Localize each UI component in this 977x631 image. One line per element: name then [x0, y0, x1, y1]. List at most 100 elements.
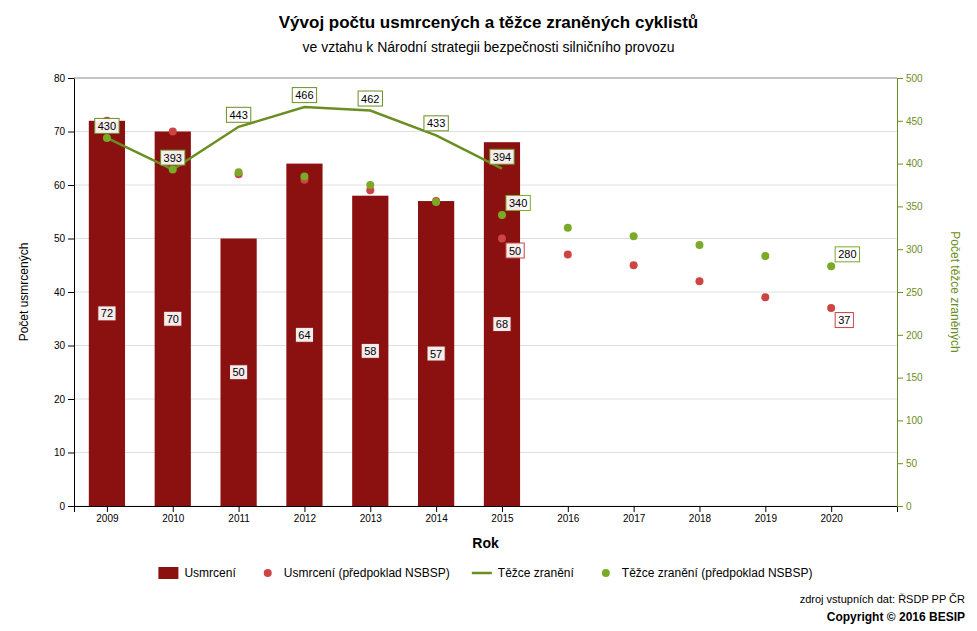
y-axis-tick-label: 30 — [54, 340, 66, 351]
y-axis-tick-label: 20 — [54, 394, 66, 405]
bar-label-box — [493, 317, 511, 332]
y-axis-tick: 50 — [54, 233, 74, 244]
line-label: 443 — [229, 109, 247, 121]
y2-axis-line — [898, 79, 904, 507]
x-axis-tick-label: 2019 — [755, 513, 778, 524]
y-axis: 01020304050607080 — [54, 73, 75, 512]
bar-label-group: 57 — [427, 346, 445, 361]
legend-label: Těžce zranění (předpoklad NSBSP) — [622, 566, 813, 580]
bar-label-group: 68 — [493, 317, 511, 332]
y2-axis-tick: 0 — [897, 501, 912, 512]
point — [498, 235, 506, 243]
y2-axis-tick-mark — [897, 121, 903, 122]
point — [103, 134, 111, 142]
bar-label-group: 50 — [229, 365, 247, 380]
y-axis-line — [68, 79, 75, 507]
bar-label-box — [164, 311, 182, 326]
y2-axis-tick: 200 — [897, 330, 923, 341]
y-axis-tick-mark — [68, 239, 74, 240]
y-axis-tick: 10 — [54, 447, 74, 458]
y-axis-tick-label: 50 — [54, 233, 66, 244]
title: Vývoj počtu usmrcených a těžce zraněných… — [279, 13, 699, 32]
y2-axis-tick: 250 — [897, 287, 923, 298]
y-axis-tick-mark — [68, 346, 74, 347]
y2-axis-tick-mark — [897, 506, 903, 507]
marks — [89, 107, 835, 506]
line-label-group: 462 — [358, 91, 382, 106]
annotation: 50 — [509, 245, 521, 257]
y-axis-title: Počet usmrcených — [17, 243, 31, 342]
bar-label-group: 72 — [98, 306, 116, 321]
legend-item: Těžce zranění (předpoklad NSBSP) — [602, 566, 813, 580]
x-axis: 2009201020112012201320142015201620172018… — [75, 506, 898, 524]
x-axis-tick-mark — [304, 506, 305, 512]
x-axis-tick-mark — [239, 506, 240, 512]
bar — [418, 201, 454, 506]
x-axis-tick-mark — [765, 506, 766, 512]
subtitle: ve vztahu k Národní strategii bezpečnost… — [303, 39, 675, 55]
chart: Vývoj počtu usmrcených a těžce zraněných… — [0, 0, 977, 631]
legend-label: Usmrcení — [184, 566, 236, 580]
legend-swatch — [264, 569, 272, 577]
x-axis-tick-label: 2010 — [162, 513, 185, 524]
bar-label-group: 70 — [164, 311, 182, 326]
y2-axis-tick: 450 — [897, 116, 923, 127]
y-axis-tick: 80 — [54, 73, 74, 84]
y-axis-tick-mark — [68, 132, 74, 133]
line-label-box — [226, 107, 250, 122]
point — [169, 166, 177, 174]
line-label-box — [95, 118, 119, 133]
x-axis-tick: 2018 — [689, 506, 712, 524]
line-label-group: 466 — [292, 88, 316, 103]
x-axis-tick: 2011 — [228, 506, 250, 524]
legend-item: Usmrcení (předpoklad NSBSP) — [264, 566, 450, 580]
y2-axis-tick: 400 — [897, 158, 923, 169]
y2-axis-tick-mark — [897, 206, 903, 207]
x-axis-tick-label: 2017 — [623, 513, 646, 524]
point — [432, 198, 440, 206]
y-axis-tick-mark — [68, 399, 74, 400]
y2-axis-tick-label: 250 — [906, 287, 923, 298]
y2-axis-tick: 300 — [897, 244, 923, 255]
annotation: 37 — [838, 314, 850, 326]
line-label-box — [424, 116, 448, 131]
bar — [286, 164, 322, 506]
y2-axis-tick-mark — [897, 463, 903, 464]
grid-line — [74, 131, 897, 132]
y-axis-tick: 30 — [54, 340, 74, 351]
line-label: 393 — [164, 152, 182, 164]
y2-axis-tick-mark — [897, 249, 903, 250]
y-axis-tick-mark — [68, 506, 74, 507]
line-label: 462 — [361, 93, 379, 105]
y-axis-tick-label: 40 — [54, 287, 66, 298]
x-axis-tick-label: 2016 — [557, 513, 580, 524]
y2-axis-tick-mark — [897, 420, 903, 421]
y2-axis-tick-label: 400 — [906, 158, 923, 169]
y-axis-tick-mark — [68, 453, 74, 454]
x-axis-tick: 2017 — [623, 506, 646, 524]
grid-line — [74, 78, 897, 79]
x-axis-tick-label: 2011 — [228, 513, 250, 524]
plot-frame — [74, 78, 897, 79]
y2-axis-tick-mark — [897, 335, 903, 336]
bar-label: 68 — [496, 318, 508, 330]
x-axis-tick-mark — [107, 506, 108, 512]
y2-axis-tick-label: 500 — [906, 73, 923, 84]
annotation-box — [506, 243, 524, 258]
annotation-box — [506, 195, 530, 210]
bar-label-box — [361, 343, 379, 358]
x-axis-tick-label: 2015 — [491, 513, 514, 524]
y2-axis-tick-mark — [897, 78, 903, 79]
y2-axis-title: Počet těžce zraněných — [948, 231, 962, 352]
annotation-group: 280 — [835, 247, 859, 262]
x-axis-tick: 2009 — [96, 506, 119, 524]
y2-axis-tick: 350 — [897, 201, 923, 212]
line-label: 466 — [295, 89, 313, 101]
points — [103, 134, 835, 270]
y-axis-tick-mark — [68, 185, 74, 186]
x-axis-tick-mark — [173, 506, 174, 512]
y2-axis-tick-label: 200 — [906, 330, 923, 341]
y2-axis: 050100150200250300350400450500 — [897, 73, 923, 512]
annotation-box — [835, 313, 853, 328]
bar-label-box — [295, 327, 313, 342]
